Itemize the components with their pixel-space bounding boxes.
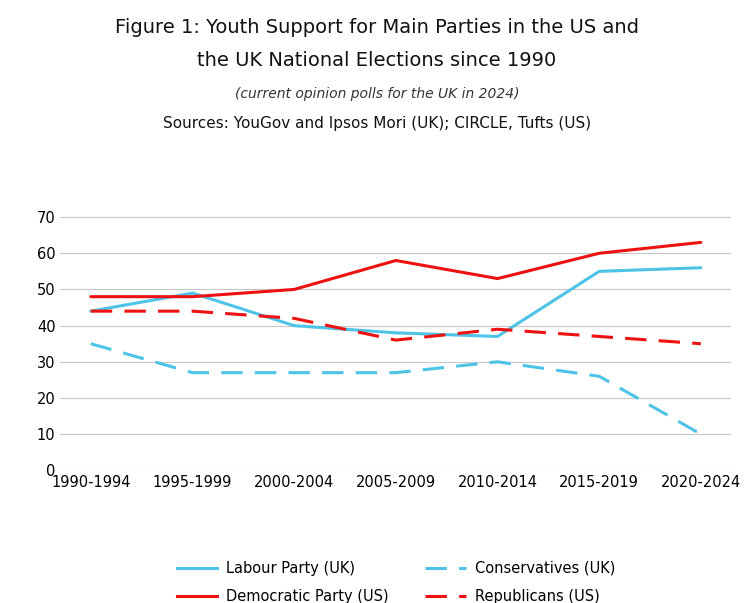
Text: Figure 1: Youth Support for Main Parties in the US and: Figure 1: Youth Support for Main Parties…: [115, 18, 639, 37]
Text: Sources: YouGov and Ipsos Mori (UK); CIRCLE, Tufts (US): Sources: YouGov and Ipsos Mori (UK); CIR…: [163, 116, 591, 131]
Legend: Labour Party (UK), Democratic Party (US), Conservatives (UK), Republicans (US): Labour Party (UK), Democratic Party (US)…: [169, 554, 623, 603]
Text: (current opinion polls for the UK in 2024): (current opinion polls for the UK in 202…: [234, 87, 520, 101]
Text: the UK National Elections since 1990: the UK National Elections since 1990: [198, 51, 556, 71]
